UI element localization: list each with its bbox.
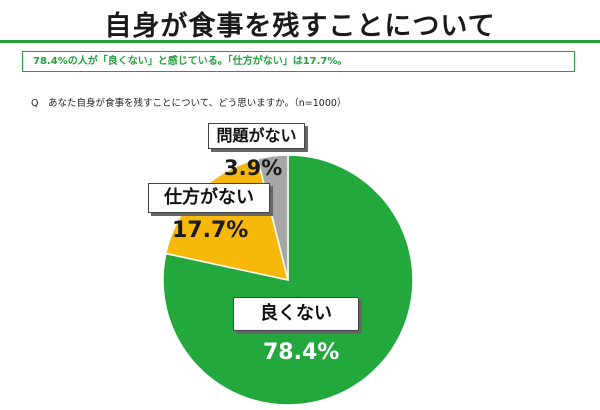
survey-question: Q あなた自身が食事を残すことについて、どう思いますか。（n=1000）: [31, 98, 347, 109]
slice-not-good: [162, 154, 414, 406]
title-divider: [0, 40, 600, 43]
page-title: 自身が食事を残すことについて: [104, 11, 496, 42]
pct-problem-none: 3.9%: [224, 156, 283, 180]
label-not-good: 良くない: [233, 297, 359, 331]
pct-unavoidable: 17.7%: [172, 218, 249, 243]
pct-not-good: 78.4%: [263, 340, 340, 365]
label-unavoidable: 仕方がない: [148, 183, 270, 213]
summary-box: 78.4%の人が「良くない」と感じている。「仕方がない」は17.7%。: [22, 51, 575, 72]
label-problem-none: 問題がない: [208, 123, 305, 149]
